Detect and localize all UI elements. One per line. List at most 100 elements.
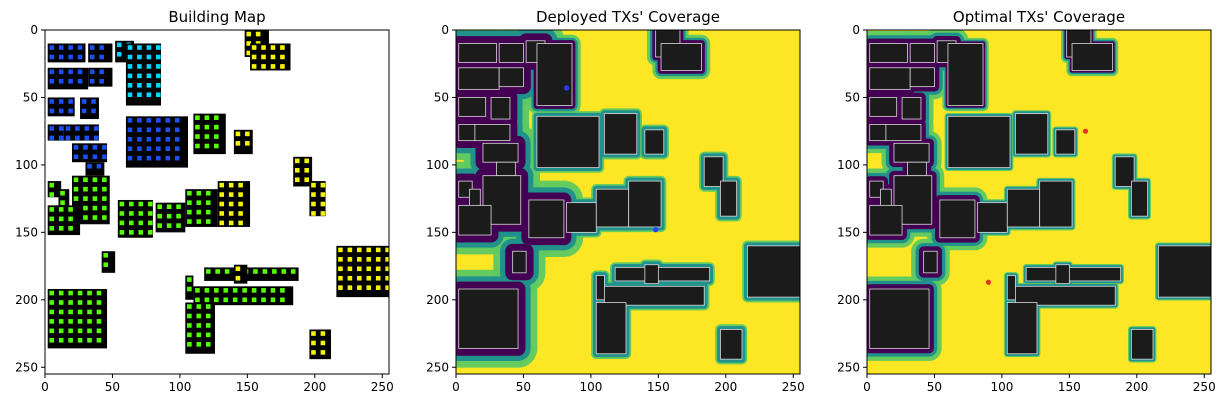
map-point: [262, 269, 268, 274]
map-point: [187, 190, 192, 196]
map-point: [58, 207, 64, 212]
map-point: [157, 204, 162, 210]
map-point: [404, 248, 409, 253]
map-point: [242, 288, 247, 293]
map-point: [166, 204, 172, 210]
building: [498, 43, 524, 63]
map-point: [311, 350, 316, 355]
map-point: [375, 257, 381, 262]
map-point: [320, 211, 326, 216]
map-point: [311, 192, 316, 197]
map-point: [404, 276, 409, 281]
building: [458, 67, 500, 90]
building: [1006, 188, 1041, 228]
map-point: [187, 342, 192, 347]
building: [595, 275, 605, 301]
map-point: [215, 269, 220, 274]
map-point: [73, 154, 79, 160]
building: [490, 97, 511, 120]
map-point: [68, 226, 73, 231]
map-point: [205, 313, 211, 319]
building: [1055, 129, 1076, 155]
map-point: [347, 275, 353, 281]
map-point: [238, 201, 243, 207]
building: [660, 43, 702, 71]
map-point: [174, 155, 180, 161]
map-point: [347, 266, 353, 272]
map-point: [224, 269, 230, 274]
map-point: [49, 300, 55, 305]
map-point: [96, 337, 102, 343]
map-point: [137, 146, 142, 152]
map-point: [357, 285, 362, 290]
map-point: [77, 309, 83, 315]
map-point: [116, 51, 122, 57]
building: [1131, 329, 1154, 360]
x-tick-label: 100: [990, 380, 1013, 394]
building: [901, 97, 922, 120]
map-point: [238, 192, 243, 197]
map-point: [49, 226, 55, 231]
map-point: [320, 350, 326, 355]
building: [703, 156, 724, 187]
map-point: [99, 78, 104, 84]
map-point: [246, 50, 252, 56]
map-point: [137, 64, 142, 69]
map-point: [96, 328, 102, 334]
x-tick-label: 200: [303, 380, 326, 394]
map-point: [385, 266, 389, 272]
map-point: [320, 192, 326, 197]
map-point: [204, 143, 210, 149]
building: [512, 250, 527, 274]
map-point: [204, 288, 210, 293]
map-point: [138, 201, 144, 207]
map-point: [251, 297, 257, 303]
map-point: [81, 108, 87, 114]
map-point: [251, 64, 257, 69]
building: [458, 43, 497, 63]
map-point: [375, 247, 381, 253]
building: [614, 267, 711, 282]
chart-title: Building Map: [168, 8, 265, 26]
map-point: [311, 201, 316, 207]
y-tick-label: 0: [30, 23, 38, 37]
map-point: [214, 124, 219, 130]
tx-marker: [653, 227, 659, 233]
map-point: [68, 216, 73, 222]
map-point: [146, 146, 152, 152]
y-tick-label: 200: [426, 293, 449, 307]
map-point: [49, 192, 55, 197]
map-point: [146, 127, 152, 133]
map-point: [92, 177, 98, 183]
map-point: [147, 230, 153, 235]
map-point: [385, 285, 389, 290]
map-point: [223, 297, 229, 303]
building: [1006, 302, 1038, 355]
map-point: [176, 213, 181, 219]
building: [1014, 113, 1049, 155]
map-point: [245, 131, 250, 137]
image-area: [45, 30, 409, 374]
map-point: [395, 248, 400, 253]
map-point: [385, 275, 389, 281]
building: [746, 245, 800, 298]
map-point: [49, 309, 55, 315]
building: [869, 288, 930, 349]
axes-frame: [44, 29, 390, 375]
building: [644, 264, 659, 285]
map-point: [204, 124, 210, 130]
map-point: [77, 337, 83, 343]
map-point: [174, 136, 180, 142]
map-point: [127, 155, 133, 161]
map-point: [77, 69, 83, 75]
map-point: [102, 177, 107, 183]
x-tick-label: 250: [782, 380, 805, 394]
map-point: [156, 118, 161, 123]
map-point: [320, 182, 326, 188]
y-tick-label: 50: [434, 90, 449, 104]
map-point: [84, 135, 90, 141]
map-point: [232, 288, 238, 293]
building: [536, 115, 600, 169]
map-point: [357, 247, 362, 253]
building: [1039, 180, 1073, 228]
